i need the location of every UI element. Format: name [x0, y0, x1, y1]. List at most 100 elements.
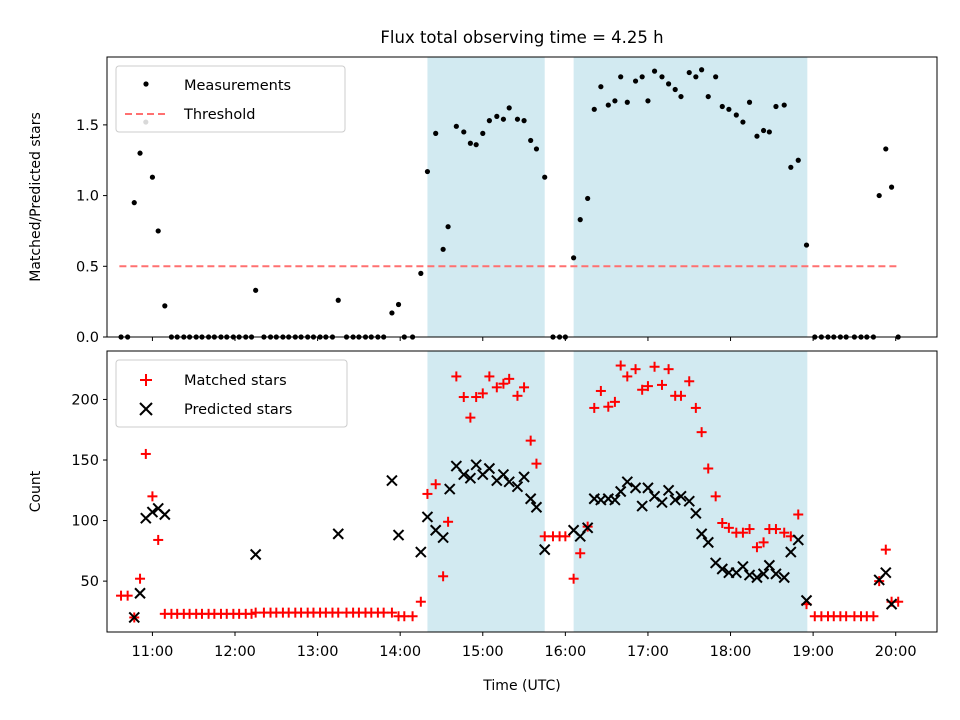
matched-star-point — [710, 491, 721, 502]
measurement-point — [651, 68, 658, 74]
matched-star-point — [407, 611, 418, 622]
y-tick-label: 0.0 — [76, 330, 99, 346]
measurement-point — [788, 164, 794, 170]
matched-star-point — [649, 361, 660, 372]
x-axis-label: Time (UTC) — [482, 678, 560, 694]
measurement-point — [605, 102, 611, 108]
matched-star-point — [703, 463, 714, 474]
x-axis: 11:00 12:00 13:00 14:00 15:00 16:00 17:00 18:00… — [132, 632, 917, 660]
legend-label-measurements: Measurements — [184, 78, 291, 94]
measurement-point — [795, 157, 801, 163]
x-tick-label: 11:00 — [132, 644, 174, 660]
measurement-point — [440, 246, 446, 252]
predicted-star-point — [415, 546, 427, 558]
matched-star-point — [484, 371, 495, 382]
measurement-point — [131, 200, 137, 206]
measurement-point — [766, 129, 772, 135]
measurement-point — [253, 287, 259, 293]
measurement-point — [528, 137, 534, 144]
predicted-star-point — [530, 501, 543, 513]
predicted-star-point — [695, 528, 708, 540]
matched-star-point — [630, 364, 641, 375]
matched-star-point — [675, 390, 686, 401]
legend-marker-matched — [140, 374, 152, 386]
predicted-star-point — [464, 472, 477, 484]
matched-star-point — [656, 379, 667, 390]
matched-star-point — [744, 524, 755, 535]
measurement-point — [506, 105, 512, 111]
y-tick-label: 200 — [71, 392, 99, 408]
matched-star-point — [737, 527, 748, 538]
predicted-star-point — [392, 529, 405, 541]
star-count-panel: 50 100 150 200 11:00 12:00 13:00 14:00 15:00 16:… — [28, 350, 938, 694]
matched-star-point — [386, 607, 397, 618]
chart-title: Flux total observing time = 4.25 h — [380, 28, 663, 47]
legend-label-predicted: Predicted stars — [184, 402, 292, 418]
matched-star-point — [779, 527, 790, 538]
matched-star-point — [595, 385, 606, 396]
legend-marker-predicted — [139, 402, 153, 416]
matched-star-point — [430, 479, 441, 490]
y-axis-label: Count — [28, 470, 44, 512]
measurement-point — [494, 113, 500, 119]
predicted-stars-series — [128, 459, 898, 624]
matched-star-point — [793, 509, 804, 520]
measurement-point — [705, 93, 711, 100]
matched-star-point — [135, 573, 146, 584]
predicted-star-point — [621, 476, 634, 488]
x-tick-label: 18:00 — [710, 644, 752, 660]
predicted-star-point — [128, 611, 140, 624]
y-tick-label: 1.0 — [76, 189, 99, 205]
predicted-star-point — [737, 560, 749, 573]
y-tick-label: 1.5 — [76, 118, 99, 134]
predicted-star-point — [751, 571, 763, 584]
predicted-star-point — [134, 587, 146, 599]
predicted-star-point — [386, 474, 398, 487]
measurement-point — [591, 106, 597, 112]
measurement-point — [699, 67, 705, 73]
predicted-star-point — [470, 459, 482, 471]
measurement-point — [500, 116, 507, 122]
matched-star-point — [663, 364, 674, 375]
predicted-star-point — [778, 571, 790, 584]
matched-star-point — [560, 531, 571, 542]
observing-window-band — [573, 351, 808, 632]
x-tick-label: 14:00 — [379, 644, 421, 660]
measurement-point — [773, 103, 779, 110]
measurement-point — [424, 168, 431, 175]
matched-star-point — [880, 544, 891, 555]
matched-star-point — [498, 378, 509, 389]
measurement-point — [155, 228, 161, 234]
matched-star-point — [438, 571, 449, 582]
matched-stars-series — [116, 360, 904, 623]
predicted-star-point — [792, 534, 804, 546]
legend-box — [115, 359, 348, 428]
measurement-point — [746, 99, 753, 105]
measurement-point — [740, 119, 746, 125]
matched-star-point — [568, 573, 579, 584]
matched-star-point — [609, 396, 620, 407]
matched-star-point — [603, 401, 614, 412]
predicted-star-point — [763, 559, 776, 572]
predicted-star-point — [885, 598, 898, 610]
measurement-point — [645, 98, 651, 104]
legend: Measurements Threshold — [115, 65, 346, 133]
measurement-point — [461, 129, 467, 135]
measurement-point — [542, 174, 548, 180]
matched-star-point — [140, 448, 151, 459]
matched-star-point — [575, 548, 586, 559]
matched-star-point — [443, 516, 454, 527]
measurement-point — [672, 86, 678, 93]
predicted-star-point — [662, 484, 675, 496]
matched-star-point — [458, 392, 469, 403]
y-axis: 50 100 150 200 — [71, 392, 107, 590]
measurement-point — [577, 217, 583, 223]
measurement-point — [395, 301, 402, 308]
predicted-star-point — [716, 563, 728, 575]
measurement-point — [533, 146, 540, 152]
matched-star-point — [531, 458, 542, 469]
y-tick-label: 50 — [81, 574, 99, 590]
x-tick-label: 16:00 — [544, 644, 586, 660]
measurement-point — [883, 146, 889, 152]
matched-star-point — [525, 435, 536, 446]
